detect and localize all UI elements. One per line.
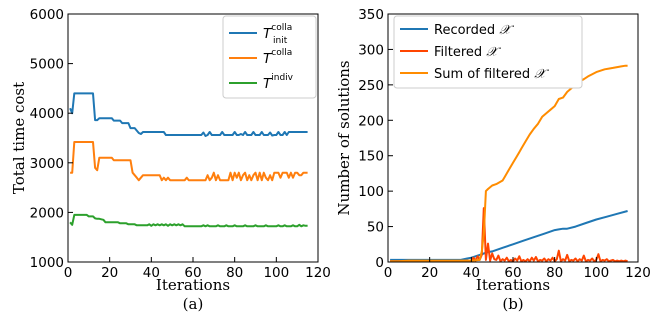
series-line-3	[69, 213, 308, 228]
y-tick-label: 250	[358, 78, 384, 94]
legend: Recorded 𝒳 Filtered 𝒳 Sum of filtered 𝒳	[393, 15, 583, 89]
chart-panel-b: 0 20 40 60 80 100 120 0 50 100 150 200 250 300 350 Iter…	[335, 7, 650, 313]
figure-caption: (b)	[502, 295, 523, 313]
x-axis-label: Iterations	[476, 276, 550, 294]
x-tick-label: 40	[143, 265, 160, 281]
y-tick-label: 100	[358, 184, 384, 200]
y-tick-label: 200	[358, 113, 384, 129]
x-tick-label: 20	[421, 265, 438, 281]
chart-panel-a: 0 20 40 60 80 100 120 1000 2000 3000 4000 5000 6000 I…	[10, 7, 331, 313]
y-axis-label: Number of solutions	[335, 60, 353, 215]
x-tick-label: 60	[504, 265, 521, 281]
x-tick-label: 100	[583, 265, 609, 281]
legend-entry: Sum of filtered 𝒳	[434, 67, 549, 82]
series-line-1	[390, 210, 628, 261]
legend: Tcolla init Tcolla Tindiv	[222, 15, 317, 99]
y-tick-label: 350	[358, 7, 384, 23]
y-tick-label: 4000	[30, 106, 64, 122]
y-axis-label: Total time cost	[10, 82, 28, 194]
legend-entry: Filtered 𝒳	[434, 45, 501, 60]
y-tick-label: 0	[375, 255, 384, 271]
x-tick-label: 100	[263, 265, 289, 281]
x-tick-label: 20	[101, 265, 118, 281]
x-tick-label: 80	[226, 265, 243, 281]
y-tick-label: 1000	[30, 255, 64, 271]
series-line-2	[70, 141, 308, 182]
x-tick-label: 0	[384, 265, 393, 281]
legend-entry: Tindiv	[263, 73, 294, 92]
y-tick-label: 300	[358, 42, 384, 58]
y-tick-label: 150	[358, 149, 384, 165]
x-tick-label: 40	[463, 265, 480, 281]
y-tick-label: 6000	[30, 7, 64, 23]
series-line-2	[390, 207, 628, 263]
x-axis-label: Iterations	[156, 276, 230, 294]
x-tick-label: 80	[546, 265, 563, 281]
x-tick-label: 60	[184, 265, 201, 281]
legend-box	[222, 15, 317, 99]
series-line-1	[69, 92, 308, 137]
y-tick-label: 50	[367, 220, 384, 236]
figure-caption: (a)	[183, 295, 204, 313]
y-tick-label: 2000	[30, 205, 64, 221]
legend-entry: Tcolla init	[263, 23, 292, 46]
series-line-3	[390, 64, 628, 263]
x-tick-label: 120	[305, 265, 331, 281]
x-tick-label: 120	[625, 265, 650, 281]
y-tick-label: 3000	[30, 156, 64, 172]
legend-entry: Tcolla	[263, 48, 292, 67]
y-tick-label: 5000	[30, 57, 64, 73]
x-tick-label: 0	[64, 265, 73, 281]
legend-entry: Recorded 𝒳	[434, 23, 514, 38]
legend-box	[393, 15, 583, 89]
